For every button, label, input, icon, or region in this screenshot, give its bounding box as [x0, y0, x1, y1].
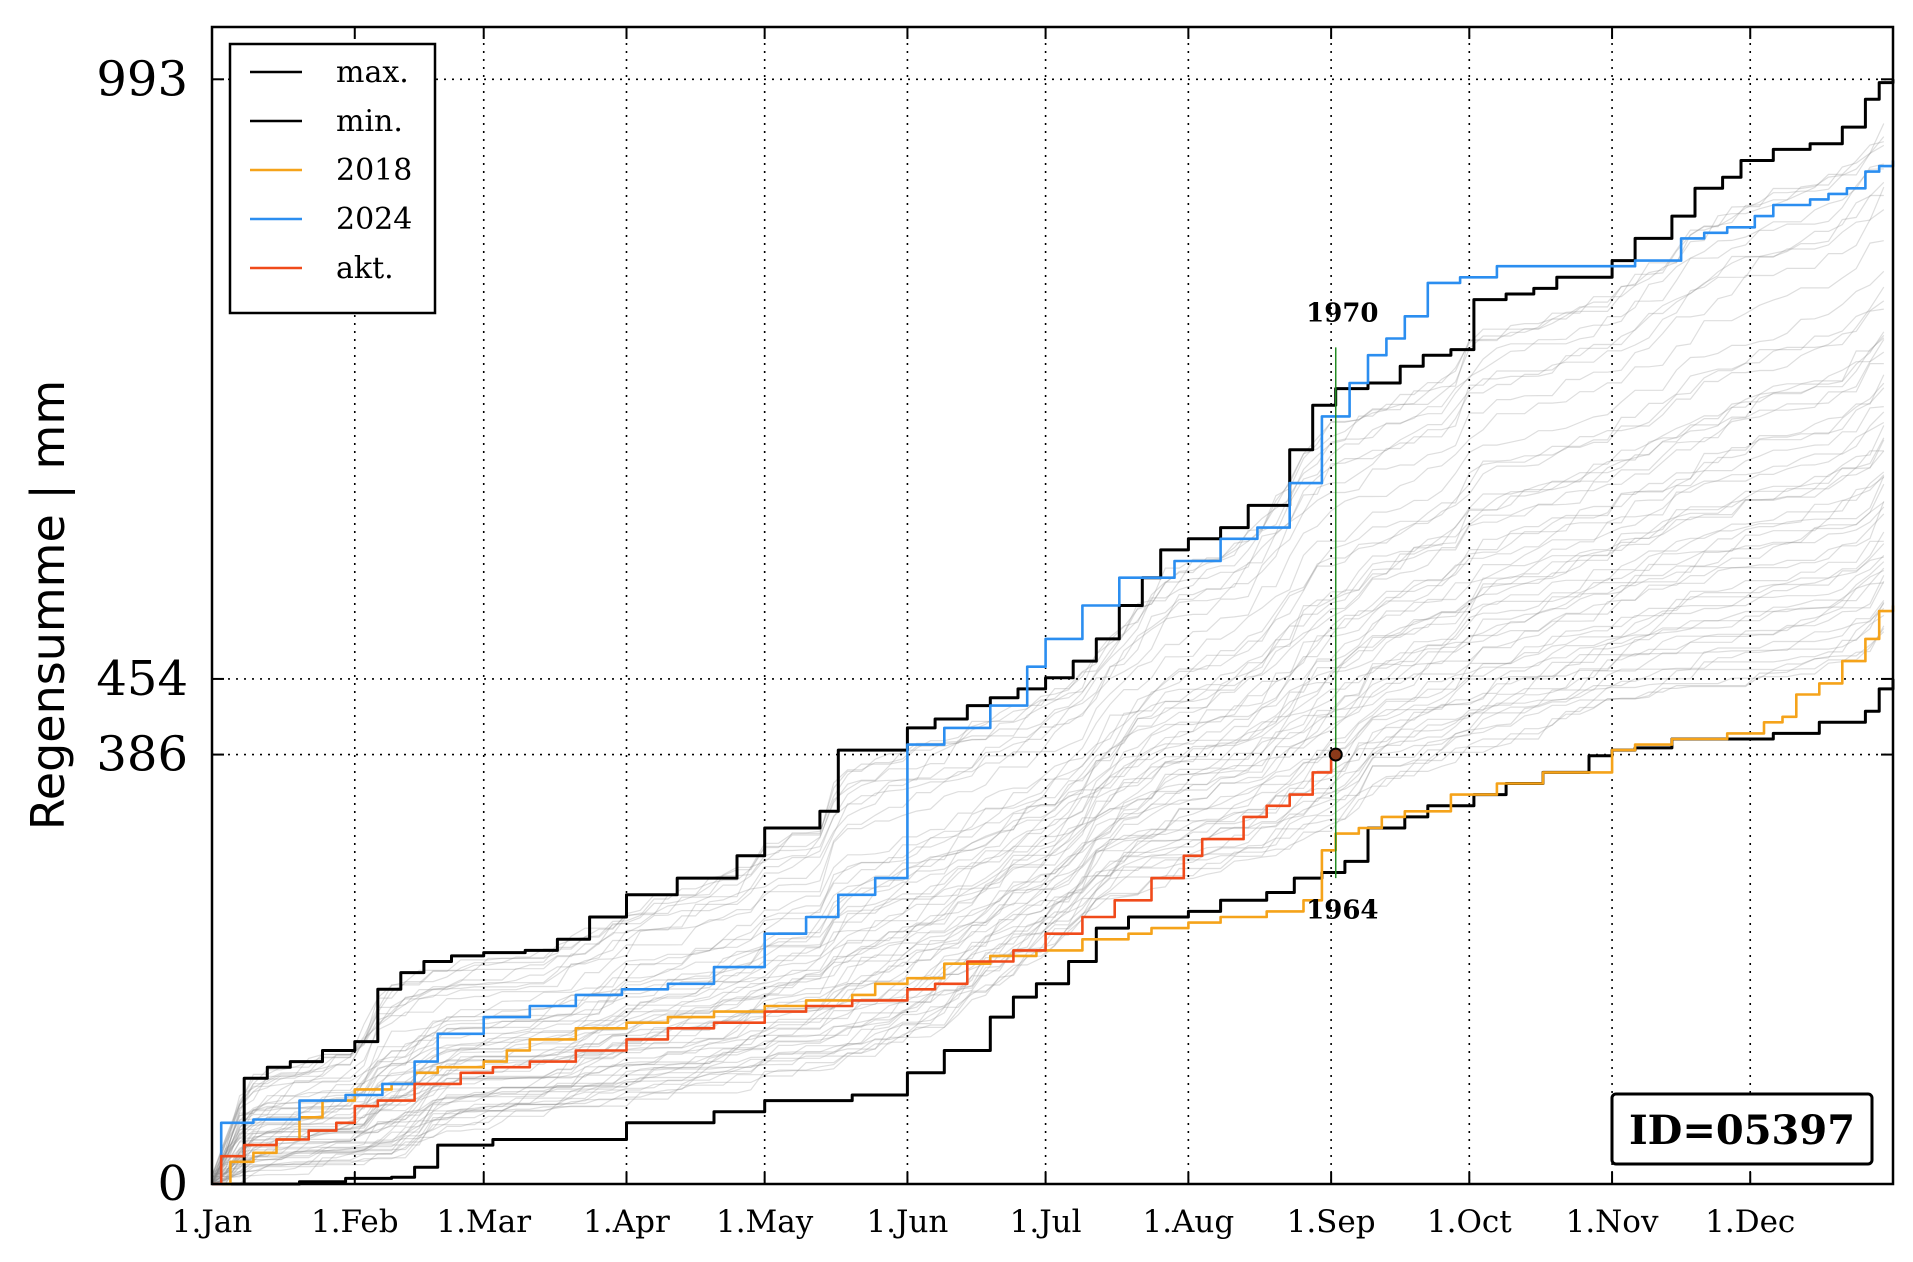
background-year-line [211, 331, 1885, 1185]
background-year-line [211, 337, 1885, 1185]
background-year-line [211, 141, 1884, 1185]
background-year-line [211, 450, 1884, 1185]
annotations: 1970 1964 [1306, 298, 1378, 925]
background-year-line [211, 351, 1885, 1185]
background-year-line [211, 474, 1885, 1185]
background-year-line [211, 387, 1885, 1185]
current-value-marker [1328, 747, 1343, 762]
background-year-line [211, 300, 1885, 1181]
background-year-line [211, 580, 1885, 1185]
id-box-frame [1610, 1092, 1874, 1166]
series-line-2018 [212, 605, 1895, 1186]
x-tick-label: 1.Jan [172, 1204, 252, 1240]
background-year-line [211, 163, 1884, 1185]
background-year-line [211, 421, 1885, 1185]
background-year-line [211, 194, 1884, 1181]
background-year-line [211, 567, 1885, 1185]
x-tick-label: 1.Oct [1427, 1204, 1512, 1240]
background-year-line [211, 209, 1885, 1185]
background-year-line [211, 123, 1885, 1178]
background-year-line [211, 406, 1884, 1185]
background-year-line [211, 437, 1885, 1185]
background-year-line [211, 439, 1885, 1178]
background-year-line [212, 540, 1884, 1175]
legend-label: min. [336, 104, 403, 139]
background-year-line [211, 425, 1885, 1185]
series-layer [212, 79, 1895, 1186]
background-year-line [212, 600, 1885, 1178]
background-year-line [211, 339, 1885, 1180]
background-year-line [211, 240, 1884, 1185]
background-year-line [211, 144, 1885, 1176]
background-year-line [211, 569, 1885, 1175]
id-box: ID=05397 [1610, 1092, 1874, 1166]
id-label: ID=05397 [1629, 1107, 1855, 1154]
x-tick-label: 1.May [716, 1204, 814, 1240]
x-tick-label: 1.Feb [311, 1204, 399, 1240]
x-tick-label: 1.Jun [866, 1204, 948, 1240]
x-tick-label: 1.Jul [1010, 1204, 1082, 1240]
x-tick-label: 1.Apr [583, 1204, 670, 1240]
background-year-line [212, 501, 1885, 1177]
y-tick-label: 386 [96, 727, 188, 783]
background-year-line [212, 561, 1885, 1174]
x-tick-label: 1.Dec [1705, 1204, 1795, 1240]
ticks: 1.Jan 1.Feb 1.Mar 1.Apr 1.May 1.Jun 1.Jul 1.Aug… [96, 27, 1893, 1240]
background-year-line [211, 471, 1885, 1178]
background-year-line [211, 483, 1885, 1185]
background-year-line [211, 628, 1885, 1185]
y-axis-label: Regensumme | mm [21, 380, 76, 830]
background-year-line [211, 501, 1885, 1174]
background-year-line [211, 334, 1885, 1177]
background-year-line [211, 631, 1885, 1181]
background-year-line [211, 513, 1885, 1184]
background-year-line [211, 614, 1885, 1185]
background-year-line [211, 476, 1885, 1185]
background-year-line [211, 543, 1885, 1185]
y-tick-label: 454 [96, 651, 188, 707]
background-year-line [211, 374, 1885, 1183]
background-year-line [211, 411, 1885, 1185]
x-tick-label: 1.Sep [1287, 1204, 1376, 1240]
legend-label: 2018 [336, 153, 412, 188]
y-tick-label: 0 [157, 1156, 188, 1212]
background-year-line [212, 575, 1885, 1185]
background-year-line [211, 186, 1885, 1184]
plot-frame [210, 25, 1895, 1186]
background-year-line [211, 531, 1885, 1185]
legend-label: akt. [336, 251, 394, 286]
annotation-1964: 1964 [1306, 896, 1378, 926]
annotation-1970: 1970 [1306, 298, 1378, 328]
series-line-2024 [212, 160, 1895, 1186]
background-year-line [211, 136, 1885, 1182]
y-tick-label: 993 [96, 51, 188, 107]
background-year-line [211, 607, 1885, 1185]
background-year-line [211, 603, 1885, 1185]
background-year-line [211, 506, 1885, 1185]
background-year-line [211, 554, 1885, 1185]
background-year-line [211, 582, 1884, 1182]
legend-label: max. [336, 55, 409, 90]
background-year-line [211, 363, 1884, 1174]
x-tick-label: 1.Nov [1566, 1204, 1659, 1240]
axes [210, 25, 1895, 1186]
background-year-line [211, 181, 1885, 1176]
background-year-line [211, 168, 1884, 1179]
series-line-akt [212, 754, 1337, 1186]
x-tick-label: 1.Aug [1142, 1204, 1234, 1240]
legend-label: 2024 [336, 202, 412, 237]
legend: max. min. 2018 2024 akt. [228, 42, 437, 315]
background-year-line [211, 556, 1884, 1185]
background-year-line [211, 382, 1885, 1185]
background-year-line [211, 270, 1885, 1185]
x-tick-label: 1.Mar [436, 1204, 531, 1240]
background-year-line [212, 601, 1885, 1178]
